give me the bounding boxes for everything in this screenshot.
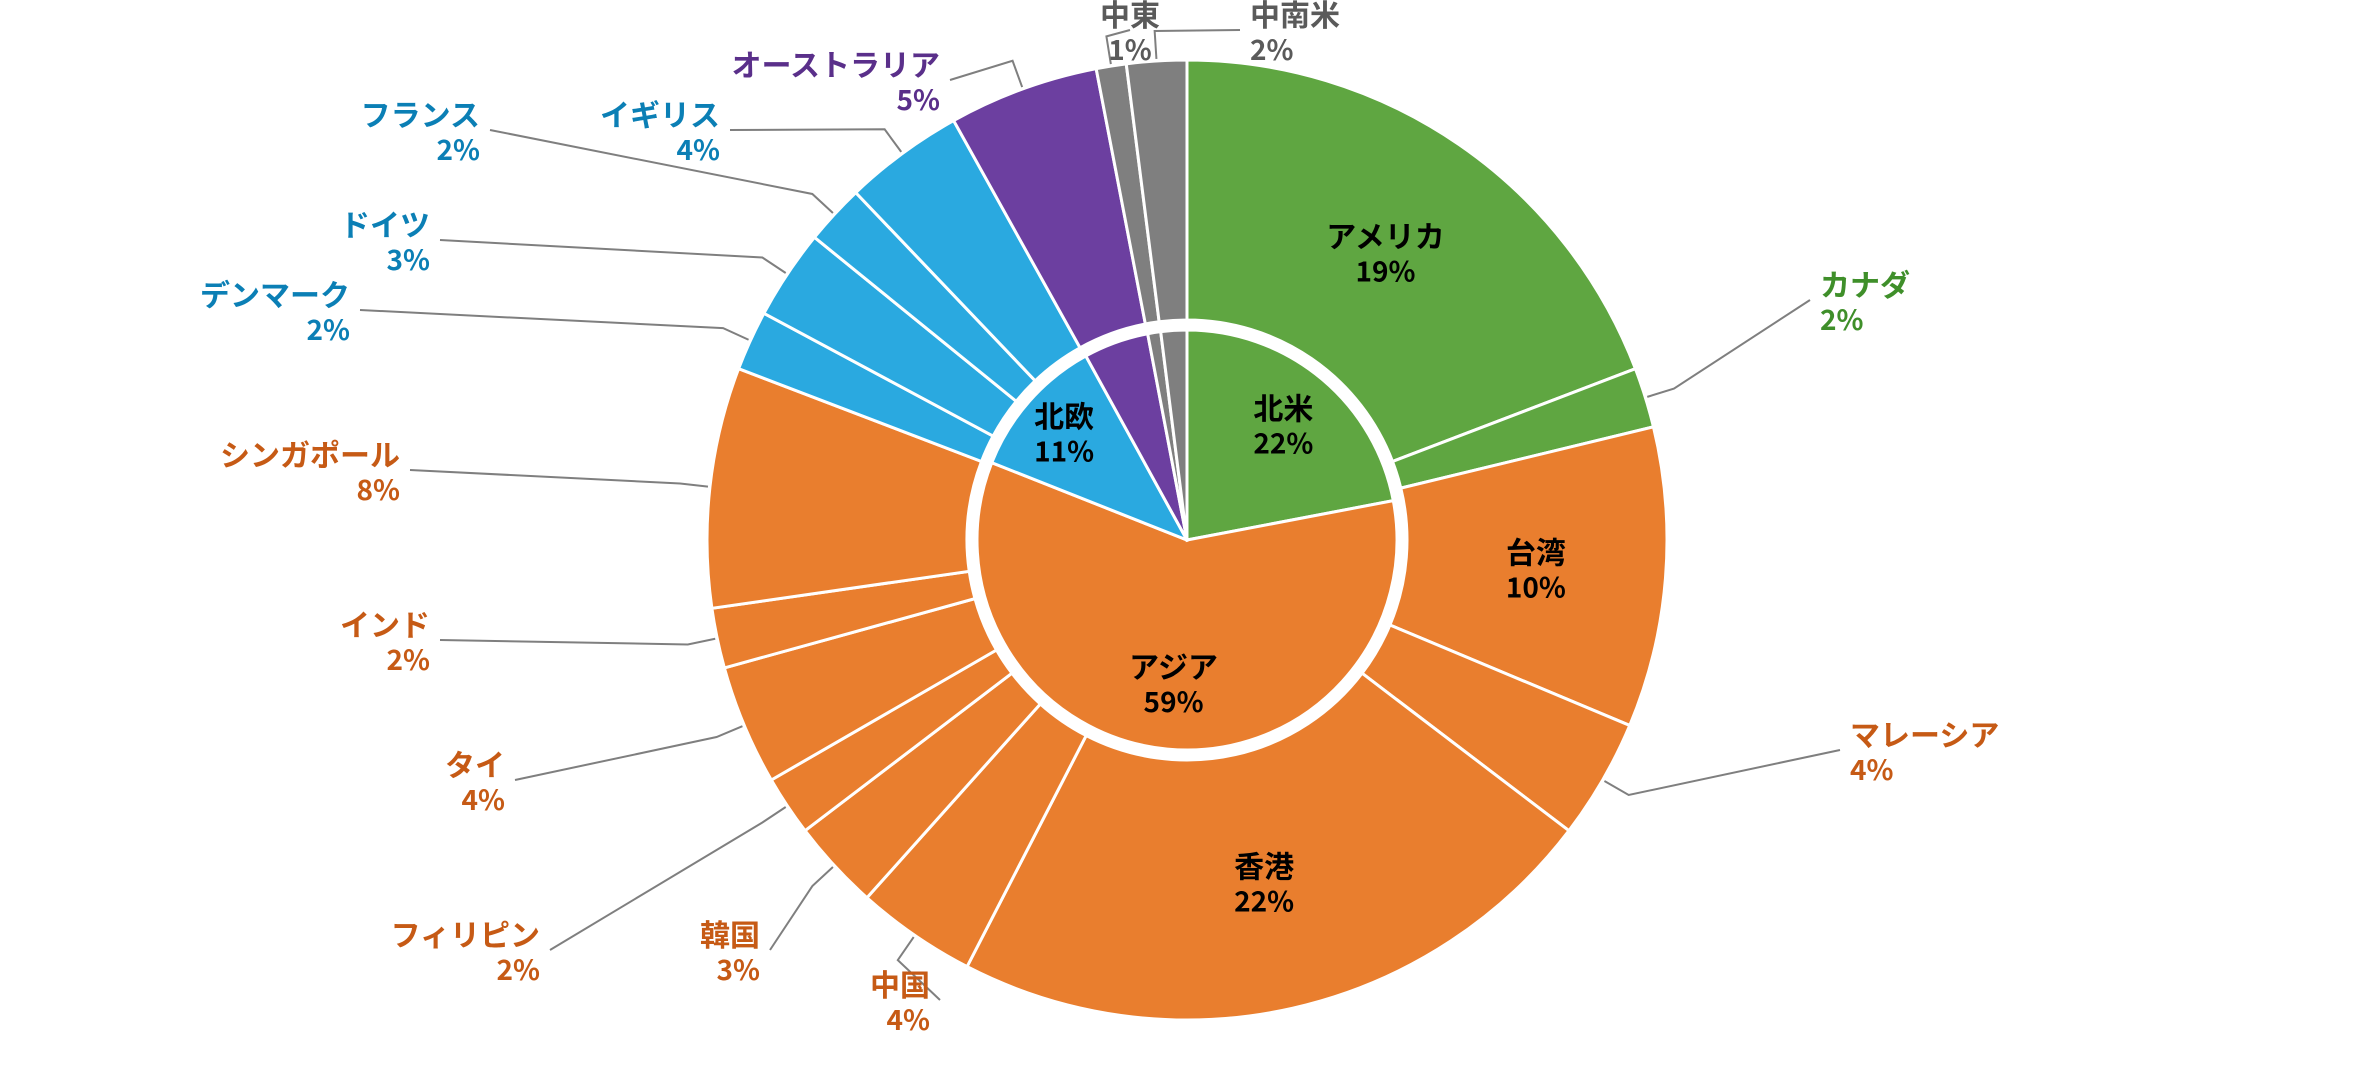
- inner-pct-europe: 11%: [1034, 431, 1094, 471]
- outer-pct-malaysia: 4%: [1850, 749, 1894, 789]
- outer-pct-canada: 2%: [1820, 299, 1864, 339]
- outer-pct-usa: 19%: [1355, 251, 1415, 291]
- outer-pct-germany: 3%: [387, 239, 431, 279]
- inner-pct-asia: 59%: [1144, 681, 1204, 721]
- outer-pct-korea: 3%: [717, 949, 761, 989]
- outer-pct-philippines: 2%: [497, 949, 541, 989]
- outer-pct-uk: 4%: [677, 129, 721, 169]
- outer-pct-denmark: 2%: [307, 309, 351, 349]
- inner-pct-north_america: 22%: [1253, 422, 1313, 462]
- chart-svg: 北米22%アジア59%北欧11%アメリカ19%カナダ2%台湾10%マレーシア4%…: [0, 0, 2374, 1080]
- outer-pct-thailand: 4%: [462, 779, 506, 819]
- outer-pct-latam: 2%: [1250, 29, 1294, 69]
- outer-pct-taiwan: 10%: [1506, 567, 1566, 607]
- nested-pie-chart: 北米22%アジア59%北欧11%アメリカ19%カナダ2%台湾10%マレーシア4%…: [0, 0, 2374, 1080]
- outer-pct-middle_east: 1%: [1108, 29, 1152, 69]
- outer-pct-france: 2%: [437, 129, 481, 169]
- outer-pct-china: 4%: [887, 999, 931, 1039]
- outer-pct-australia: 5%: [897, 79, 941, 119]
- outer-pct-hongkong: 22%: [1234, 880, 1294, 920]
- outer-pct-singapore: 8%: [357, 469, 401, 509]
- outer-pct-india: 2%: [387, 639, 431, 679]
